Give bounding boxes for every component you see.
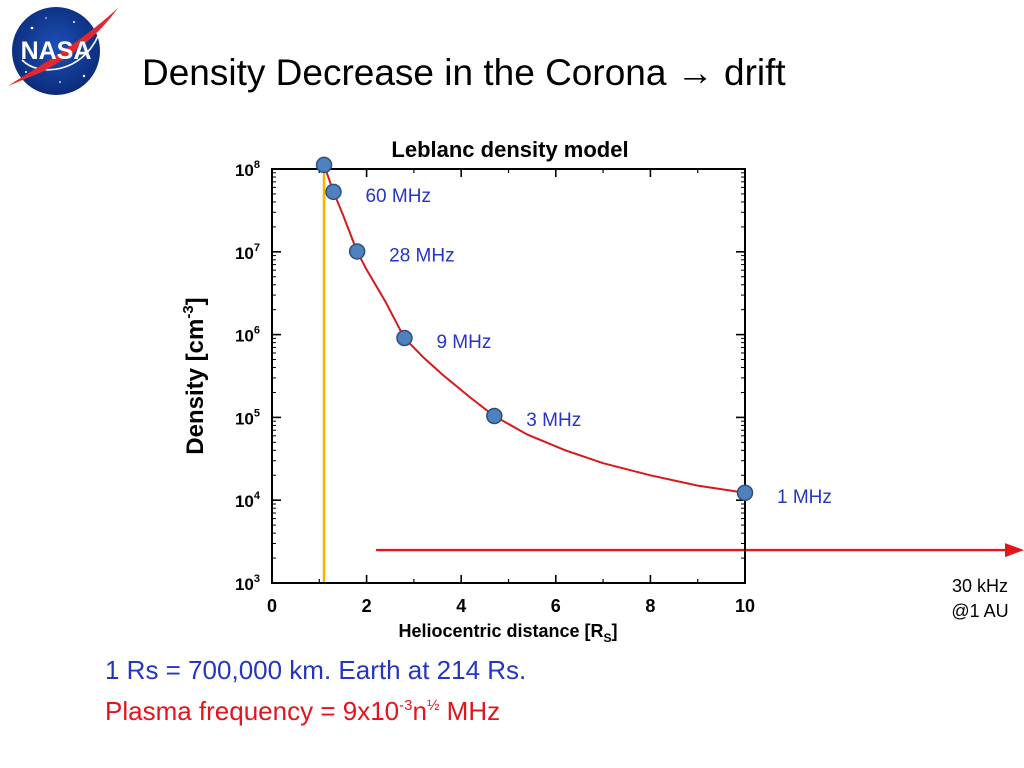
arrow-right-icon: → bbox=[676, 52, 714, 93]
chart-title: Leblanc density model bbox=[391, 137, 628, 162]
frequency-label: 28 MHz bbox=[389, 245, 454, 266]
drift-arrow-head bbox=[1005, 543, 1024, 558]
frequency-point bbox=[396, 329, 413, 347]
x-tick-label: 10 bbox=[735, 596, 755, 616]
x-tick-label: 8 bbox=[645, 596, 655, 616]
frequency-label: 1 MHz bbox=[777, 487, 832, 508]
slide-title-suffix: drift bbox=[724, 52, 786, 93]
plasma-frequency-half: ½ bbox=[426, 697, 440, 714]
y-tick-label: 107 bbox=[235, 242, 260, 263]
plasma-frequency-density: n bbox=[412, 696, 427, 726]
x-tick-label: 4 bbox=[456, 596, 466, 616]
frequency-point bbox=[736, 484, 754, 502]
slide-title: Density Decrease in the Corona → drift bbox=[142, 50, 786, 96]
frequency-point bbox=[325, 183, 342, 201]
drift-arrow-annotation: @1 AU bbox=[951, 601, 1008, 621]
y-tick-label: 106 bbox=[235, 325, 260, 346]
y-tick-label: 108 bbox=[235, 159, 260, 180]
frequency-label: 3 MHz bbox=[526, 410, 581, 431]
y-tick-label: 103 bbox=[235, 573, 260, 594]
y-tick-label: 104 bbox=[235, 490, 261, 511]
plasma-frequency-prefix: Plasma frequency = 9x10 bbox=[105, 696, 400, 726]
plasma-frequency-note: Plasma frequency = 9x10-3n½ MHz bbox=[105, 695, 500, 727]
plot-frame bbox=[271, 168, 746, 584]
frequency-point bbox=[486, 407, 503, 425]
frequency-point bbox=[315, 156, 333, 174]
plasma-frequency-exponent: -3 bbox=[399, 697, 413, 714]
x-tick-label: 2 bbox=[362, 596, 372, 616]
logo-text: NASA bbox=[21, 37, 92, 65]
x-tick-label: 0 bbox=[267, 596, 277, 616]
frequency-point bbox=[348, 243, 366, 260]
plasma-frequency-unit: MHz bbox=[439, 696, 501, 726]
x-tick-label: 6 bbox=[551, 596, 561, 616]
density-curve bbox=[323, 164, 746, 494]
logo-orbit bbox=[21, 35, 99, 71]
y-axis-label: Density [cm-3] bbox=[180, 297, 209, 454]
frequency-label: 9 MHz bbox=[436, 332, 491, 353]
nasa-logo: NASA bbox=[8, 7, 118, 95]
slide-title-text: Density Decrease in the Corona bbox=[142, 52, 667, 93]
solar-radius-note: 1 Rs = 700,000 km. Earth at 214 Rs. bbox=[105, 655, 527, 685]
x-axis-label: Heliocentric distance [RS] bbox=[398, 621, 617, 645]
drift-arrow-annotation: 30 kHz bbox=[952, 576, 1008, 596]
frequency-label: 60 MHz bbox=[365, 186, 430, 207]
y-tick-label: 105 bbox=[235, 407, 260, 428]
